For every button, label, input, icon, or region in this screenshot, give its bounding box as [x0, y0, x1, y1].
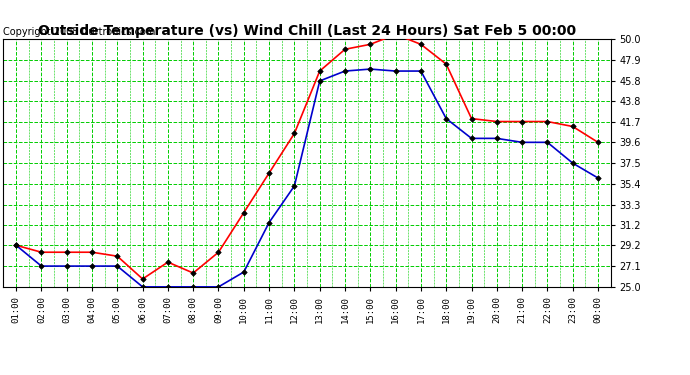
Title: Outside Temperature (vs) Wind Chill (Last 24 Hours) Sat Feb 5 00:00: Outside Temperature (vs) Wind Chill (Las…: [38, 24, 576, 38]
Text: Copyright 2005 Curtronics.com: Copyright 2005 Curtronics.com: [3, 27, 156, 37]
